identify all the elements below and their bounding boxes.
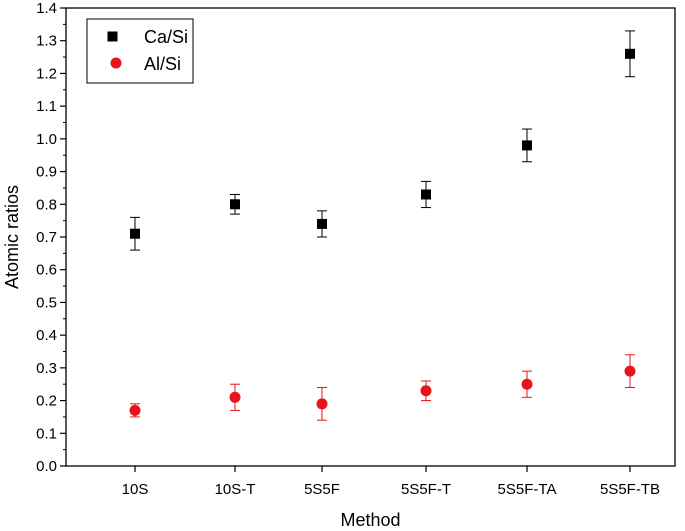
point-al-si-5s5f-tb — [624, 365, 636, 377]
y-tick-label: 0.5 — [36, 294, 57, 311]
y-tick-label: 0.8 — [36, 196, 57, 213]
y-axis: 0.0 0.1 0.2 0.3 0.4 0.5 0.6 0.7 0.8 0.9 1.0 1.1 1.2 1… — [36, 0, 66, 475]
y-tick-label: 1.3 — [36, 33, 57, 50]
series-layer — [129, 30, 636, 421]
point-ca-si-5s5f-tb — [625, 48, 635, 59]
x-tick-label-10s: 10S — [122, 481, 149, 498]
y-tick-label: 0.3 — [36, 360, 57, 377]
legend: Ca/Si Al/Si — [86, 18, 194, 84]
point-al-si-10s — [129, 404, 141, 416]
point-al-si-5s5f-t — [420, 385, 432, 397]
point-al-si-5s5f-ta — [521, 378, 533, 390]
y-tick-label: 1.0 — [36, 131, 57, 148]
y-tick-label: 0.7 — [36, 229, 57, 246]
x-tick-label-5s5f-ta: 5S5F-TA — [498, 481, 557, 498]
y-tick-label: 0.2 — [36, 393, 57, 410]
y-tick-label: 1.1 — [36, 98, 57, 115]
series-al-si — [129, 354, 636, 421]
series-ca-si — [130, 30, 635, 251]
legend-label-al-si: Al/Si — [144, 54, 181, 74]
y-axis-title: Atomic ratios — [2, 185, 22, 289]
point-ca-si-5s5f-ta — [522, 140, 532, 151]
y-tick-label: 0.4 — [36, 327, 57, 344]
y-tick-label: 1.4 — [36, 0, 57, 17]
x-tick-label-5s5f-t: 5S5F-T — [401, 481, 451, 498]
legend-marker-ca-si — [107, 31, 118, 42]
point-ca-si-10s-t — [230, 199, 240, 210]
x-axis: 10S 10S-T 5S5F 5S5F-T 5S5F-TA 5S5F-TB — [122, 466, 660, 498]
y-tick-label: 0.0 — [36, 458, 57, 475]
point-ca-si-10s — [130, 228, 140, 239]
legend-marker-al-si — [110, 57, 122, 69]
legend-box — [86, 18, 194, 84]
legend-label-ca-si: Ca/Si — [144, 27, 188, 47]
y-tick-label: 0.9 — [36, 164, 57, 181]
point-ca-si-5s5f — [317, 218, 327, 229]
x-axis-title: Method — [340, 510, 400, 530]
point-al-si-5s5f — [316, 398, 328, 410]
point-al-si-10s-t — [229, 391, 241, 403]
y-tick-label: 0.1 — [36, 425, 57, 442]
y-tick-label: 0.6 — [36, 262, 57, 279]
x-tick-label-5s5f-tb: 5S5F-TB — [600, 481, 660, 498]
y-tick-label: 1.2 — [36, 65, 57, 82]
x-tick-label-5s5f: 5S5F — [304, 481, 340, 498]
x-tick-label-10s-t: 10S-T — [215, 481, 256, 498]
point-ca-si-5s5f-t — [421, 189, 431, 200]
